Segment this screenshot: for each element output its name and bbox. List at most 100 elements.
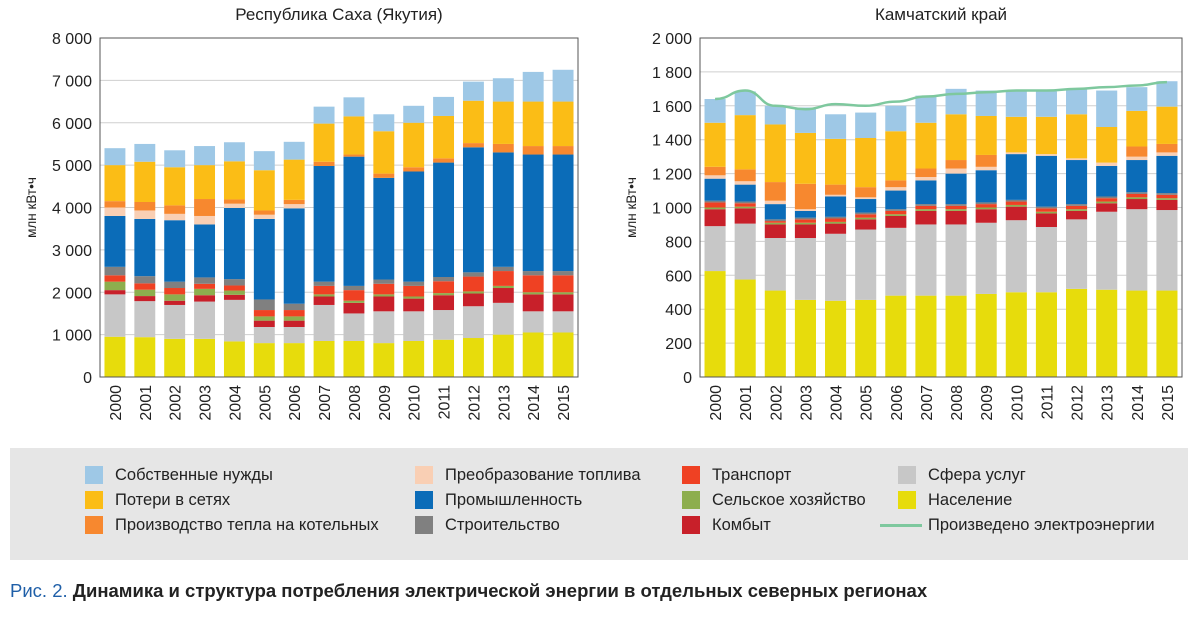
bar-segment-sfera — [945, 224, 967, 296]
bar-segment-preobr — [1035, 154, 1057, 156]
bar-segment-selkh — [433, 293, 455, 296]
bar-segment-stroi — [794, 217, 816, 220]
bar-segment-kombyt — [253, 320, 275, 327]
legend-color-swatch — [415, 466, 433, 484]
bar-segment-prom — [885, 190, 907, 210]
bar-segment-sfera — [223, 299, 245, 342]
bar-segment-transp — [1005, 201, 1027, 205]
bar-segment-poteri — [433, 115, 455, 159]
bar-segment-transp — [764, 221, 786, 223]
bar-segment-kombyt — [194, 295, 216, 302]
bar-segment-preobr — [764, 200, 786, 205]
legend-color-swatch — [415, 516, 433, 534]
bar-segment-selkh — [1035, 211, 1057, 214]
chart-2: Камчатский край 0 200 400 600 800 1 000 1 200 1 … — [624, 5, 1183, 421]
x-tick-label: 2006 — [287, 385, 304, 421]
x-tick-label: 2014 — [526, 385, 543, 421]
bar-segment-prom — [704, 178, 726, 201]
bar-segment-sobstv — [794, 107, 816, 133]
bar-segment-transp — [283, 310, 305, 317]
bar-segment-prom — [104, 215, 126, 267]
bar-segment-prom — [1005, 154, 1027, 200]
bar-segment-kotel — [1156, 143, 1178, 153]
y-tick-label: 1 600 — [652, 99, 692, 116]
bar-segment-kombyt — [704, 209, 726, 227]
legend-item-selkh: Сельское хозяйство — [682, 489, 866, 511]
bar-segment-kotel — [552, 146, 574, 155]
y-tick-label: 0 — [83, 370, 92, 387]
bar-segment-kotel — [492, 143, 514, 153]
bar-segment-stroi — [403, 281, 425, 286]
bar-segment-poteri — [825, 138, 847, 185]
bar-segment-selkh — [223, 290, 245, 295]
bar-segment-selkh — [104, 281, 126, 291]
chart-1: Республика Саха (Якутия) 0 1 000 2 000 3 000… — [24, 5, 579, 421]
bar-segment-poteri — [945, 114, 967, 161]
bar-segment-prom — [462, 147, 484, 273]
bar-segment-stroi — [164, 281, 186, 289]
bar-segment-selkh — [1005, 204, 1027, 207]
bar-segment-poteri — [194, 165, 216, 200]
bar-segment-sobstv — [552, 69, 574, 102]
legend-label: Промышленность — [445, 490, 583, 509]
figure-caption: Рис. 2. Динамика и структура потребления… — [10, 580, 927, 602]
bar-segment-poteri — [522, 101, 544, 147]
bar-segment-sfera — [704, 226, 726, 272]
bar-segment-sfera — [313, 304, 335, 341]
bar-segment-sfera — [283, 326, 305, 344]
bar-segment-sfera — [522, 311, 544, 333]
bar-segment-poteri — [253, 170, 275, 211]
x-tick-label: 2004 — [829, 385, 846, 421]
bar-segment-transp — [522, 275, 544, 293]
bar-segment-transp — [403, 285, 425, 297]
bar-segment-transp — [552, 275, 574, 293]
bar-segment-selkh — [975, 207, 997, 210]
bar-segment-transp — [462, 276, 484, 292]
bar-segment-prom — [1035, 155, 1057, 207]
legend: Собственные нужды Потери в сетях Производс… — [10, 448, 1188, 560]
bar-segment-preobr — [855, 197, 877, 200]
x-tick-label: 2015 — [556, 385, 573, 421]
bar-segment-transp — [794, 219, 816, 223]
bar-segment-kombyt — [492, 288, 514, 303]
bar-segment-nasel — [1066, 288, 1088, 377]
bar-segment-prom — [134, 218, 156, 277]
bar-segment-poteri — [975, 115, 997, 155]
y-tick-label: 200 — [665, 336, 692, 353]
bar-segment-stroi — [1035, 206, 1057, 209]
bar-segment-kombyt — [975, 209, 997, 223]
bar-segment-kombyt — [164, 300, 186, 305]
x-tick-label: 2013 — [1100, 385, 1117, 421]
bar-segment-stroi — [1005, 199, 1027, 202]
bar-segment-transp — [164, 288, 186, 295]
bar-segment-preobr — [194, 215, 216, 225]
bar-segment-prom — [945, 173, 967, 205]
x-tick-label: 2015 — [1160, 385, 1177, 421]
x-tick-label: 2001 — [738, 385, 755, 421]
bar-segment-transp — [313, 285, 335, 295]
legend-item-prom: Промышленность — [415, 489, 582, 511]
bar-segment-transp — [1156, 194, 1178, 199]
legend-item-sfera: Сфера услуг — [898, 464, 1026, 486]
bar-segment-selkh — [194, 288, 216, 296]
bar-segment-poteri — [915, 122, 937, 169]
bar-segment-kombyt — [373, 296, 395, 312]
bar-segment-sobstv — [223, 142, 245, 162]
bar-segment-stroi — [433, 276, 455, 282]
bar-segment-sobstv — [975, 90, 997, 116]
bar-segment-sfera — [343, 313, 365, 341]
bar-segment-sfera — [194, 301, 216, 339]
bar-segment-stroi — [915, 204, 937, 206]
legend-color-swatch — [682, 466, 700, 484]
x-tick-label: 2010 — [1009, 385, 1026, 421]
bar-segment-selkh — [313, 294, 335, 297]
legend-item-kombyt: Комбыт — [682, 514, 771, 536]
y-axis-title: млн кВт•ч — [24, 177, 39, 238]
bar-segment-kombyt — [1005, 206, 1027, 221]
bar-segment-sobstv — [825, 114, 847, 139]
bar-segment-transp — [1126, 193, 1148, 198]
bar-segment-poteri — [1005, 116, 1027, 153]
bar-segment-kombyt — [223, 294, 245, 300]
bar-segment-selkh — [134, 289, 156, 297]
bar-segment-stroi — [945, 204, 967, 206]
